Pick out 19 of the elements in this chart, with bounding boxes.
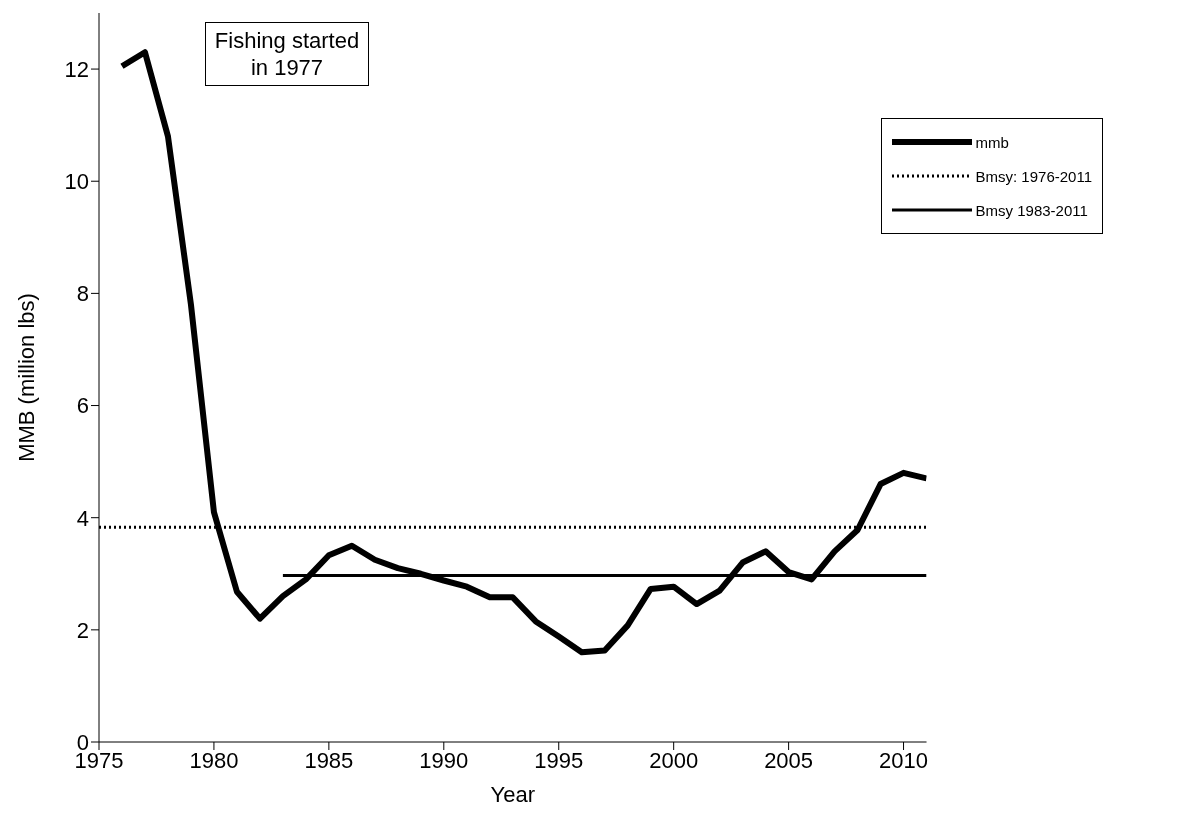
y-tick-label: 12 [64,56,89,82]
text: Bmsy 1983-2011 [975,201,1088,219]
y-axis-title: MMB (million lbs) [13,293,39,462]
text: mmb [975,133,1009,151]
text: Bmsy: 1976-2011 [975,167,1092,185]
y-tick-label: 10 [64,169,89,195]
y-tick-label: 2 [76,617,89,643]
x-tick-label: 2005 [764,747,814,773]
x-tick-label: 1990 [419,747,469,773]
x-tick-label: 1980 [189,747,239,773]
x-tick-label: 1985 [304,747,354,773]
annotation: Fishing started in 1977 [205,22,369,86]
y-tick-label: 6 [76,393,89,419]
y-tick-label: 4 [76,505,89,531]
y-tick-label: 8 [76,281,89,307]
x-tick-label: 2010 [879,747,929,773]
x-tick-label: 2000 [649,747,699,773]
x-axis-title: Year [490,782,535,807]
x-tick-label: 1995 [534,747,584,773]
